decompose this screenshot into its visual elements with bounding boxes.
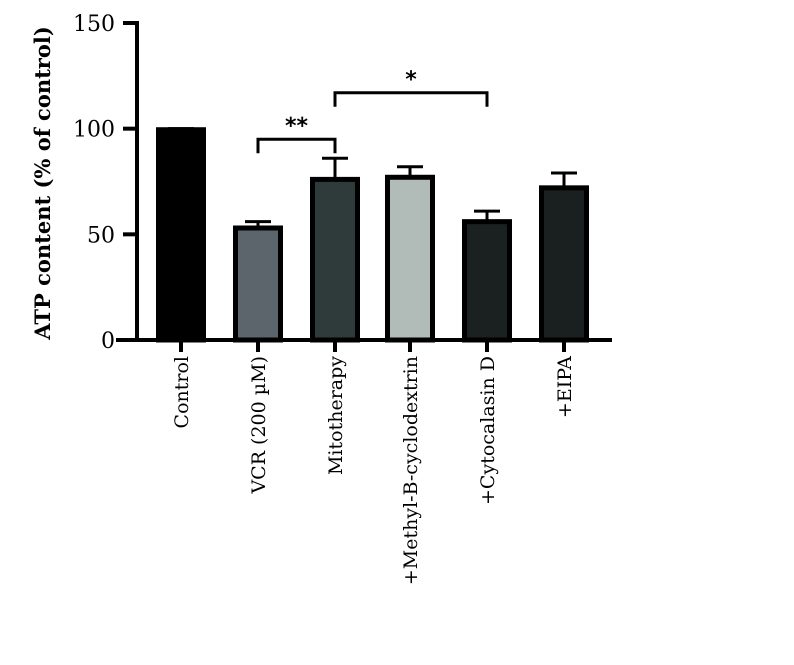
- y-tick-label: 100: [73, 118, 115, 143]
- bar: [156, 127, 206, 343]
- significance-bracket: [333, 91, 489, 107]
- bars: [156, 127, 589, 343]
- significance-bracket: [256, 137, 337, 154]
- bar: [539, 185, 589, 343]
- bar: [310, 176, 360, 343]
- x-tick-label: Mitotherapy: [325, 356, 347, 475]
- significance-label: **: [285, 114, 309, 139]
- significance-label: *: [405, 68, 417, 93]
- y-axis-label: ATP content (% of control): [30, 26, 55, 341]
- bar: [233, 225, 283, 343]
- bar: [385, 174, 435, 343]
- axes: 0 50 100 150 Control VCR (200 µM) Mitotherapy +…: [73, 12, 612, 585]
- x-tick-label: +Cytocalasin D: [477, 356, 499, 505]
- x-tick-label: VCR (200 µM): [248, 356, 270, 495]
- bar: [462, 219, 512, 343]
- x-tick-label: +Methyl-B-cyclodextrin: [400, 356, 422, 585]
- y-tick-label: 0: [101, 329, 115, 354]
- x-tick-label: +EIPA: [554, 356, 576, 418]
- y-tick-label: 150: [73, 12, 115, 37]
- y-tick-label: 50: [87, 223, 115, 248]
- x-tick-label: Control: [171, 356, 193, 428]
- significance-brackets: ***: [256, 68, 489, 154]
